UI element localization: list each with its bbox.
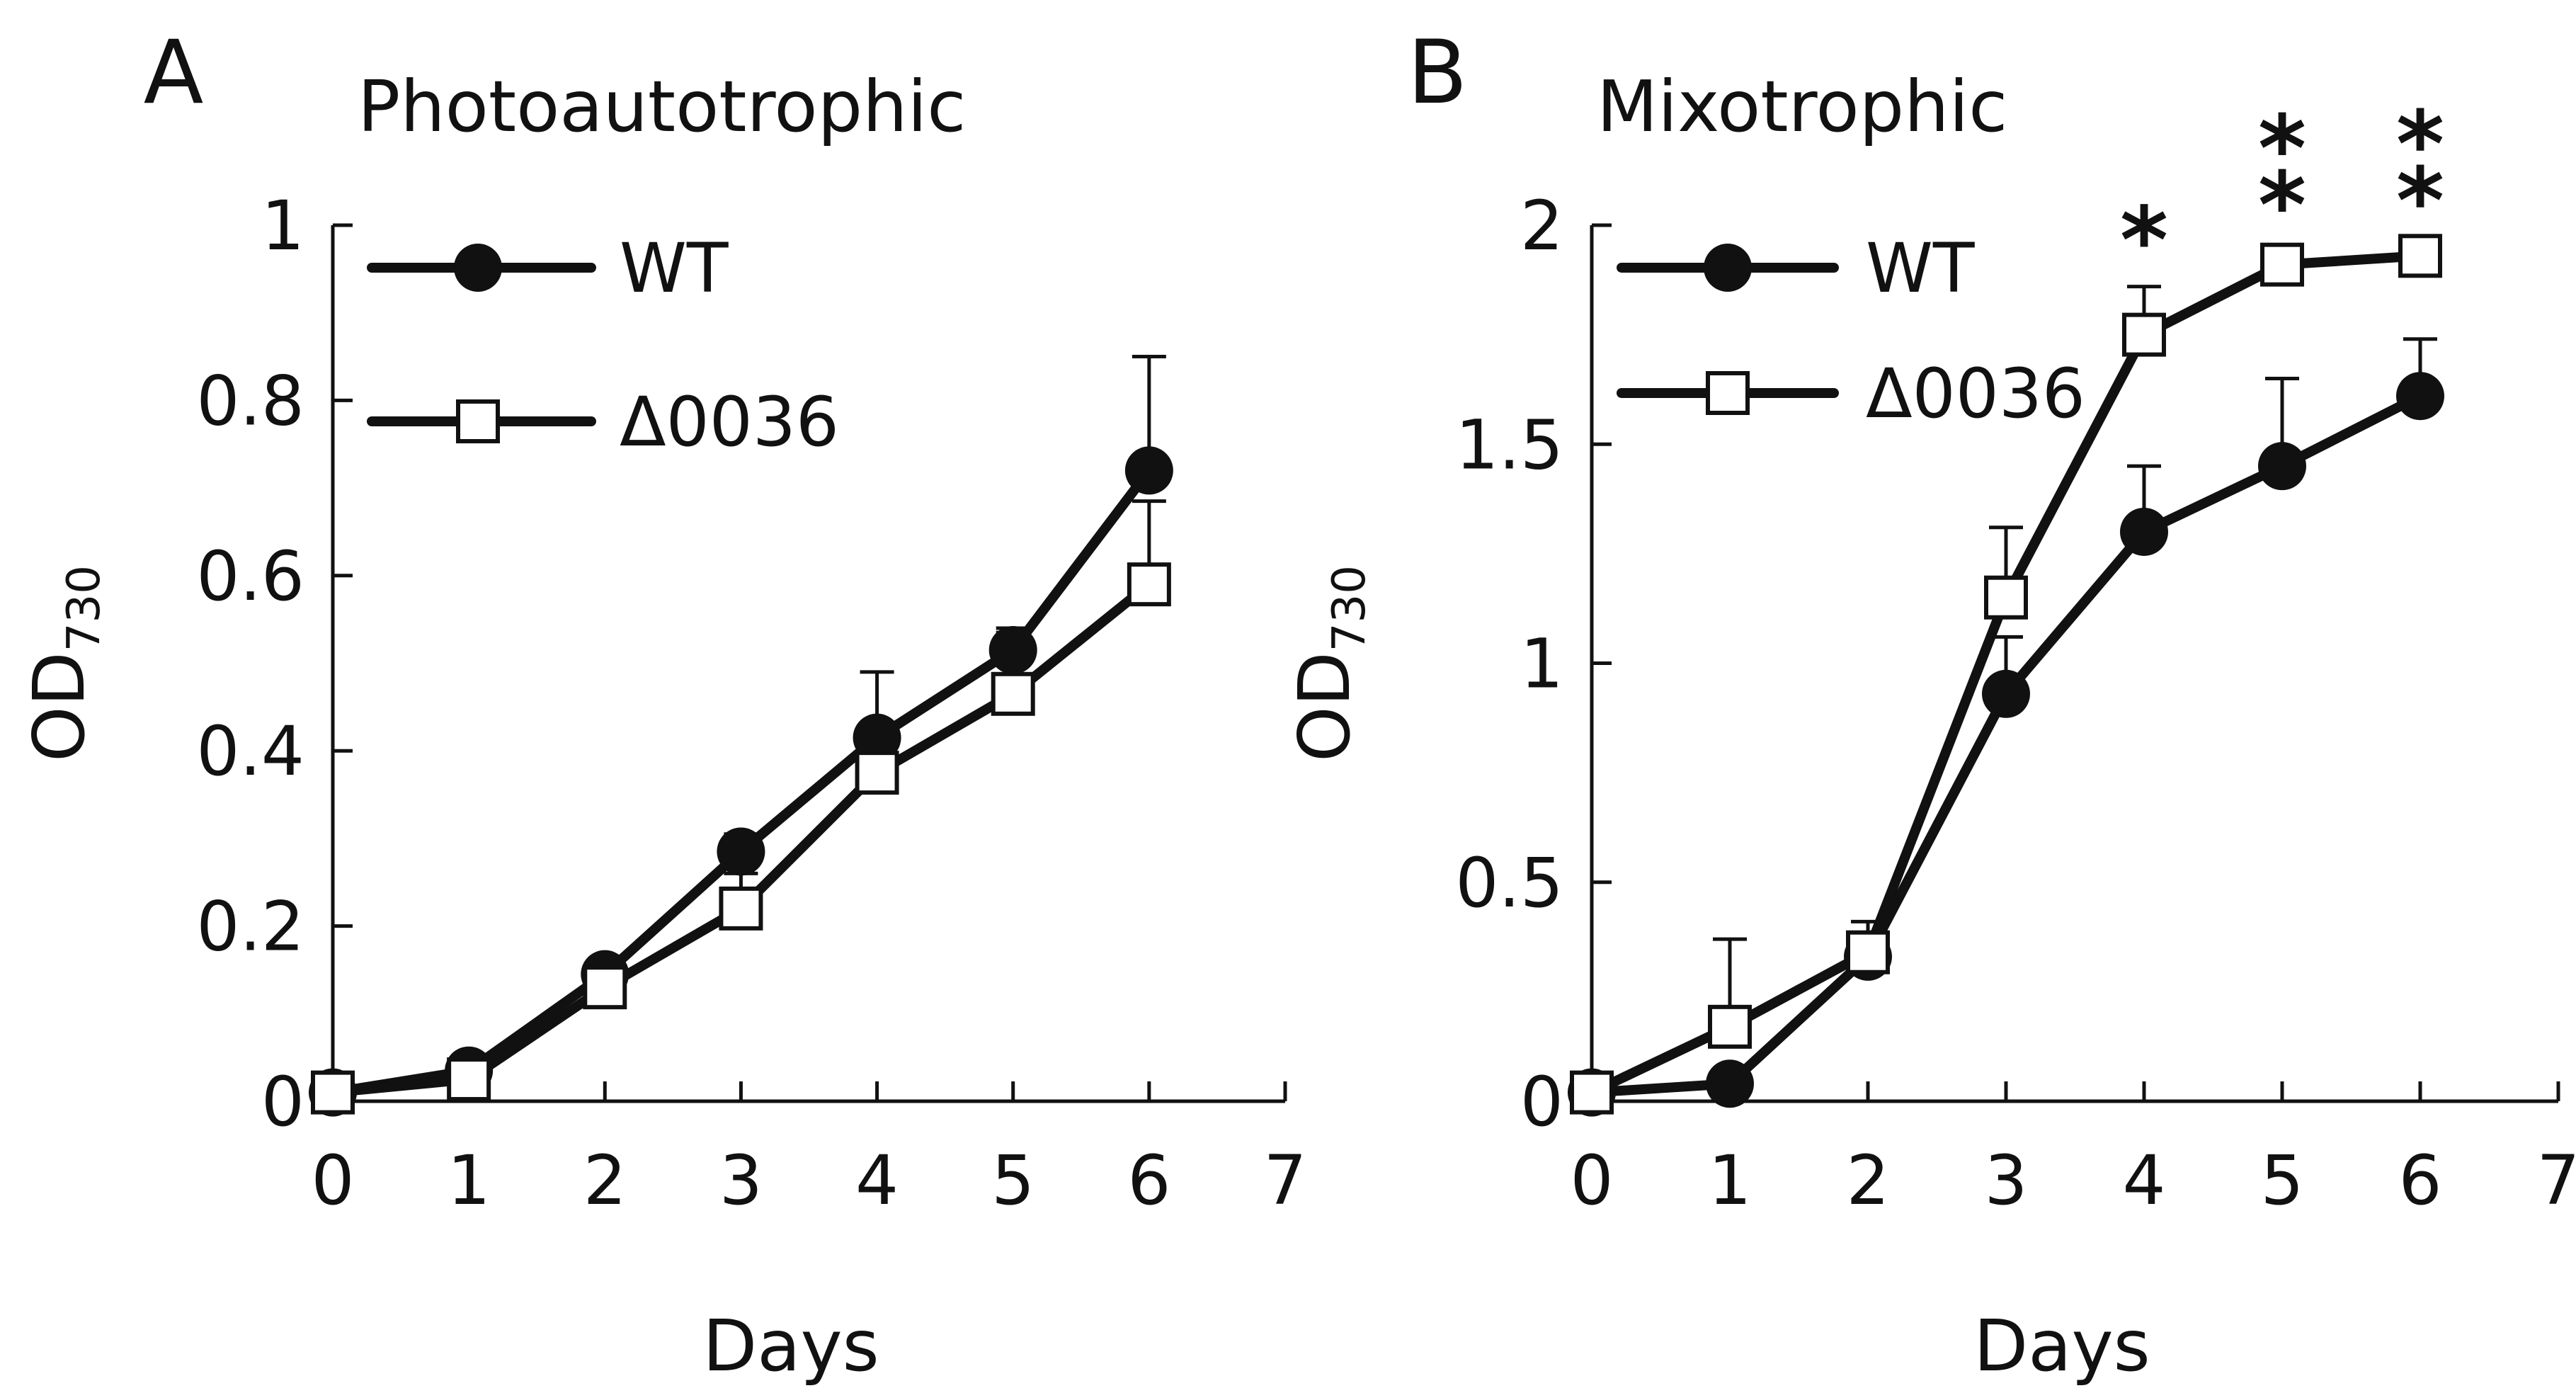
y-axis-title-main: OD: [18, 652, 101, 762]
y-tick-label: 0: [1520, 1062, 1563, 1142]
y-axis-title: OD730: [1283, 565, 1376, 762]
data-point-wt: [2258, 442, 2306, 491]
x-tick-label: 6: [2398, 1141, 2441, 1220]
x-tick-label: 4: [855, 1141, 899, 1220]
data-point-d0036: [1846, 930, 1890, 974]
data-point-d0036: [719, 886, 763, 931]
significance-star: *: [2396, 147, 2444, 255]
legend: WT Δ0036: [367, 229, 839, 462]
y-tick-label: 1.5: [1455, 405, 1563, 484]
x-tick-label: 5: [2260, 1141, 2303, 1220]
y-axis-title: OD730: [18, 565, 110, 762]
legend-marker-wt: [1704, 244, 1752, 292]
legend-label: Δ0036: [1866, 354, 2085, 433]
y-tick-label: 0.4: [196, 712, 304, 791]
data-point-d0036: [1570, 1070, 1614, 1115]
legend-label: WT: [620, 229, 729, 308]
series-d0036: [1570, 234, 2442, 1115]
y-axis-title-main: OD: [1283, 652, 1366, 762]
y-axis-title-subscript: 730: [58, 565, 110, 652]
series-wt: [309, 355, 1173, 1117]
data-point-wt: [1982, 669, 2030, 718]
significance-marker: * *: [2396, 91, 2444, 255]
data-point-d0036: [1127, 562, 1171, 607]
panel-a: A Photoautotrophic 0 0.2 0.4 0.6 0.8 1 0 1 2 3 4 5 6 7 D…: [18, 22, 1307, 1387]
data-point-d0036: [2398, 234, 2442, 278]
x-tick-label: 6: [1127, 1141, 1170, 1220]
y-tick-label: 0.2: [196, 887, 304, 967]
series-wt: [1568, 337, 2444, 1117]
panel-b: B Mixotrophic 0 0.5 1 1.5 2 0 1 2 3 4 5 6 7 Days OD730 WT…: [1283, 22, 2576, 1387]
legend-label: WT: [1866, 229, 1975, 308]
significance-annotation: *: [2120, 187, 2168, 295]
y-tick-label: 0.5: [1455, 843, 1563, 923]
data-point-wt: [1124, 446, 1173, 495]
x-tick-label: 7: [1263, 1141, 1306, 1220]
x-tick-label: 3: [1984, 1141, 2027, 1220]
significance-marker: *: [2120, 187, 2168, 295]
y-tick-label: 0.8: [196, 361, 304, 440]
x-tick-label: 1: [1708, 1141, 1751, 1220]
panel-title: Photoautotrophic: [358, 65, 966, 148]
data-point-wt: [2120, 507, 2168, 556]
x-tick-label: 0: [311, 1141, 354, 1220]
x-tick-label: 1: [448, 1141, 491, 1220]
y-tick-label: 1: [261, 186, 304, 266]
data-point-d0036: [2122, 312, 2166, 357]
data-point-d0036: [2260, 242, 2304, 287]
legend: WT Δ0036: [1617, 229, 2085, 433]
x-tick-label: 5: [991, 1141, 1035, 1220]
x-tick-label: 0: [1570, 1141, 1613, 1220]
legend-marker-wt: [454, 244, 502, 292]
data-point-wt: [1706, 1059, 1754, 1108]
data-point-d0036: [855, 751, 899, 795]
x-tick-label: 3: [719, 1141, 763, 1220]
y-tick-label: 1: [1520, 625, 1563, 704]
panel-title: Mixotrophic: [1597, 65, 2007, 148]
significance-star: *: [2258, 152, 2306, 259]
legend-marker-d0036: [1706, 371, 1750, 415]
series-line: [1591, 391, 2423, 1098]
data-point-d0036: [991, 671, 1035, 716]
x-axis-title: Days: [1973, 1304, 2150, 1387]
x-tick-label: 2: [583, 1141, 627, 1220]
data-point-d0036: [1708, 1004, 1752, 1049]
data-point-d0036: [311, 1070, 355, 1115]
significance-star: *: [2258, 95, 2306, 203]
y-axis-title-subscript: 730: [1323, 565, 1376, 652]
data-point-wt: [717, 827, 765, 876]
x-tick-label: 2: [1846, 1141, 1889, 1220]
legend-label: Δ0036: [620, 382, 839, 462]
significance-annotation: * *: [2258, 95, 2306, 259]
y-tick-label: 0.6: [196, 537, 304, 616]
panel-letter: B: [1407, 22, 1467, 124]
significance-annotation: * *: [2396, 91, 2444, 255]
series-d0036: [311, 499, 1171, 1115]
legend-marker-d0036: [456, 399, 500, 443]
significance-marker: * *: [2258, 95, 2306, 259]
x-tick-label: 7: [2536, 1141, 2576, 1220]
y-tick-label: 2: [1520, 186, 1563, 266]
x-axis-title: Days: [702, 1304, 879, 1387]
significance-star: *: [2396, 91, 2444, 198]
x-tick-label: 4: [2122, 1141, 2165, 1220]
data-point-wt: [2396, 372, 2444, 421]
panel-letter: A: [144, 22, 204, 124]
data-point-d0036: [447, 1057, 491, 1102]
series-line: [331, 467, 1153, 1098]
data-point-d0036: [1984, 575, 2028, 620]
data-point-d0036: [583, 965, 627, 1010]
y-tick-label: 0: [261, 1062, 304, 1142]
